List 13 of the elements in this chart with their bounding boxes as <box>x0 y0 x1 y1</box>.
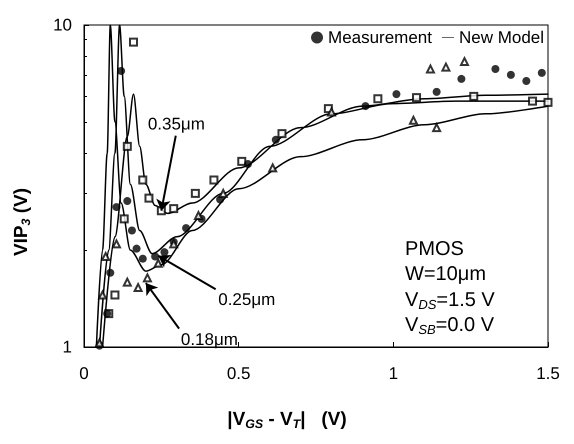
annotation: 0.18μm <box>180 330 238 350</box>
y-tick-label: 10 <box>53 16 72 34</box>
x-tick-label: 1.5 <box>536 364 560 383</box>
x-tick-label: 0 <box>79 364 89 383</box>
annotation: PMOS <box>405 238 464 260</box>
x-tick-label: 1 <box>388 364 398 383</box>
x-tick-label: 0.5 <box>226 364 250 383</box>
annotation: 0.35μm <box>148 114 205 134</box>
legend-label: New Model <box>458 28 544 47</box>
y-axis-title: VIP3 (V) <box>11 188 33 256</box>
annotation: 0.25μm <box>218 290 276 309</box>
annotation: W=10μm <box>405 263 486 285</box>
legend-label: Measurement <box>328 28 432 47</box>
